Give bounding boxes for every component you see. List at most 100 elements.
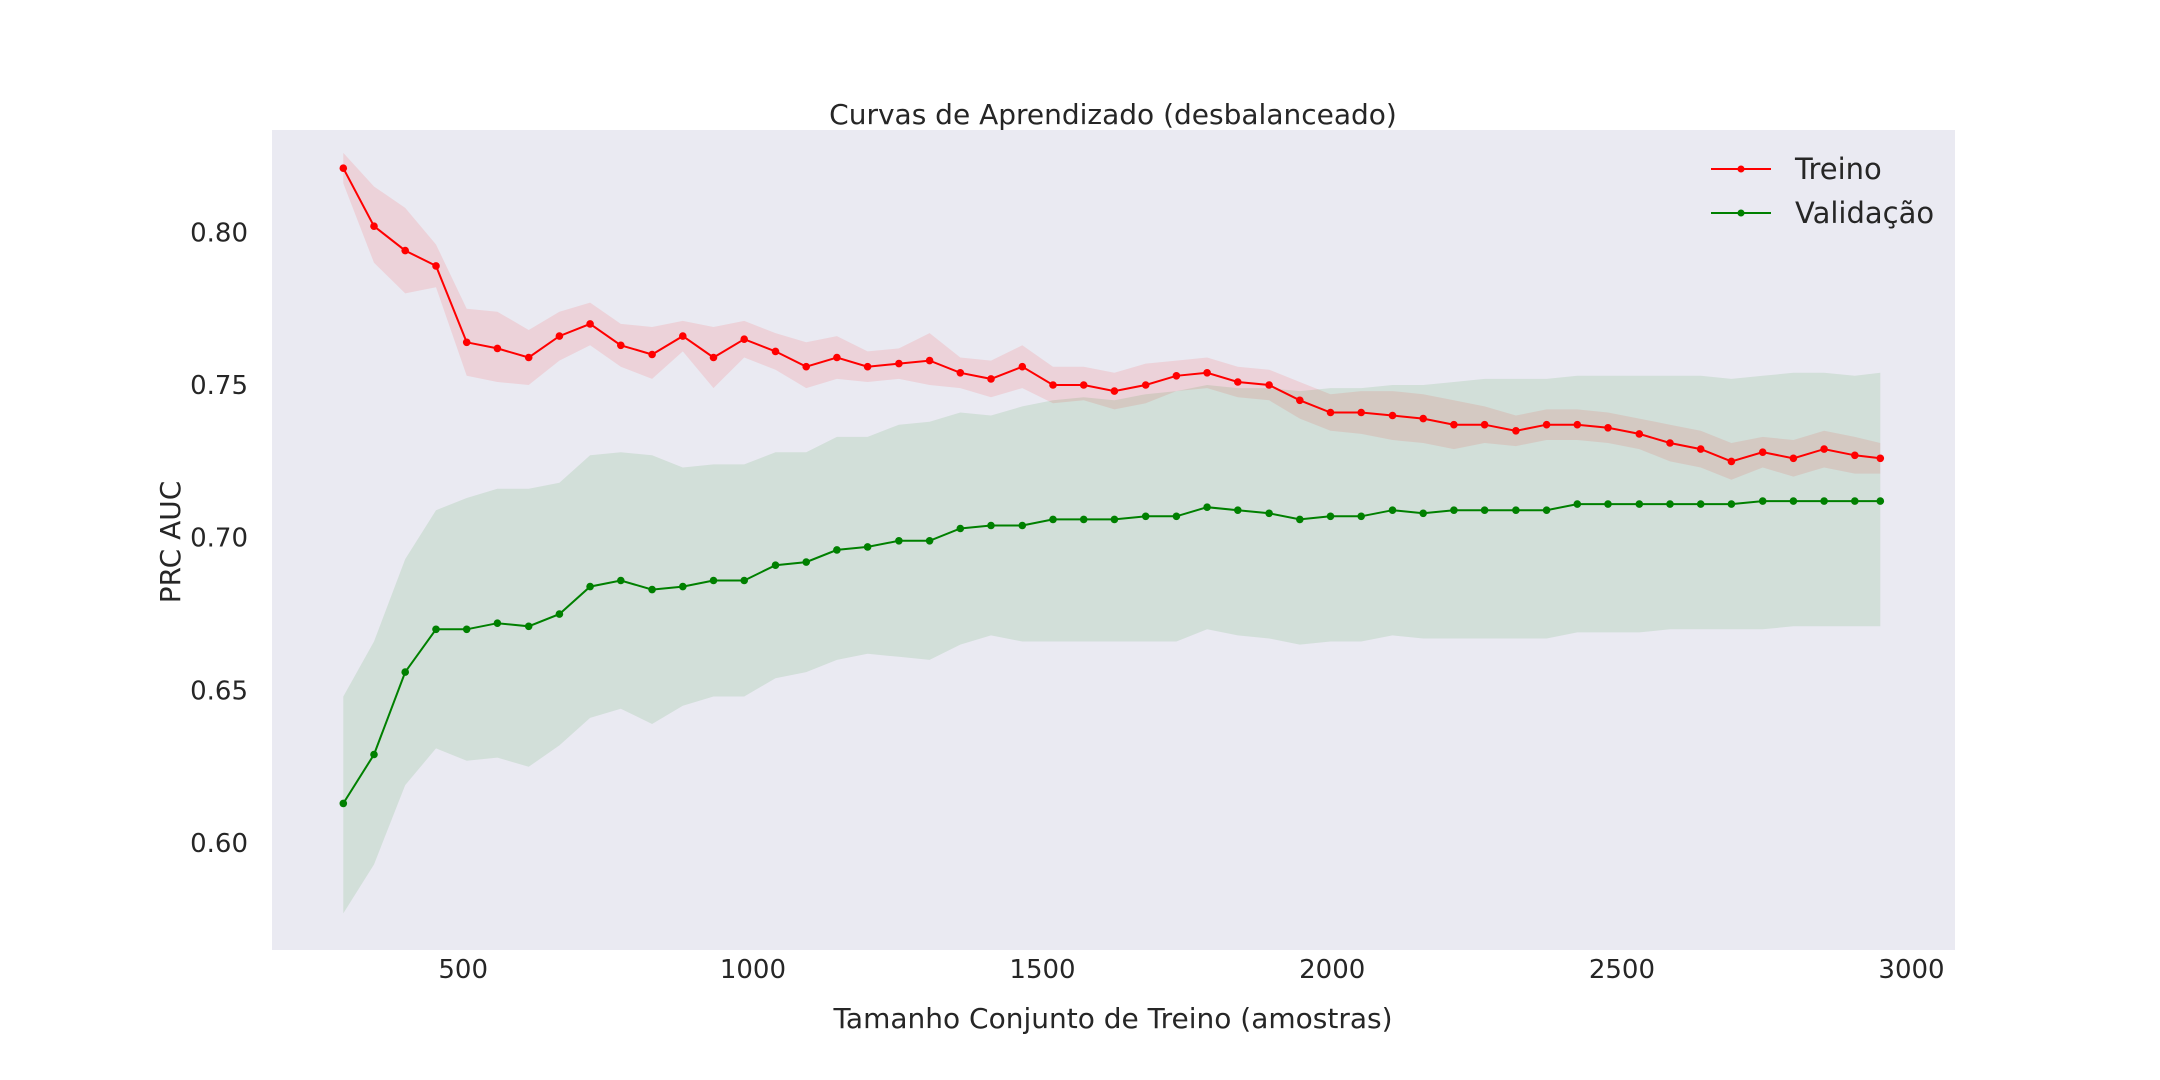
- point-validacao: [1480, 506, 1489, 514]
- point-treino: [524, 353, 533, 362]
- point-validacao: [1789, 497, 1798, 505]
- point-treino: [1542, 420, 1551, 429]
- x-tick-label: 3000: [1878, 955, 1944, 985]
- point-treino: [586, 320, 594, 328]
- point-validacao: [709, 576, 718, 585]
- point-validacao: [1604, 500, 1612, 508]
- x-tick-label: 2000: [1299, 955, 1365, 985]
- point-treino: [1727, 457, 1736, 466]
- series-points: [339, 164, 1885, 808]
- point-validacao: [1696, 500, 1705, 508]
- point-validacao: [432, 625, 440, 634]
- point-validacao: [771, 561, 780, 569]
- legend-label-treino: Treino: [1794, 152, 1882, 186]
- point-validacao: [1110, 515, 1119, 524]
- point-treino: [1049, 381, 1057, 389]
- point-validacao: [1542, 506, 1551, 514]
- x-tick-label: 1000: [720, 955, 786, 985]
- point-treino: [493, 344, 502, 353]
- point-validacao: [493, 619, 502, 627]
- x-tick-label: 1500: [1009, 955, 1075, 985]
- legend-item-validacao: Validação: [1711, 196, 1934, 230]
- y-tick-label: 0.80: [190, 218, 248, 248]
- point-treino: [709, 353, 718, 362]
- x-tick-label: 2500: [1589, 955, 1655, 985]
- point-treino: [1666, 439, 1674, 447]
- legend-marker-treino: [1737, 165, 1745, 173]
- point-treino: [1141, 381, 1150, 389]
- y-tick-label: 0.65: [190, 676, 248, 706]
- point-validacao: [1018, 521, 1027, 530]
- point-treino: [1079, 381, 1088, 389]
- point-validacao: [1419, 509, 1427, 518]
- point-treino: [863, 362, 872, 371]
- point-validacao: [1573, 500, 1582, 508]
- point-treino: [1357, 408, 1365, 417]
- point-treino: [1296, 396, 1304, 405]
- point-validacao: [1296, 515, 1304, 524]
- point-validacao: [1172, 512, 1181, 521]
- point-treino: [1696, 445, 1705, 453]
- point-validacao: [802, 558, 810, 566]
- point-treino: [771, 347, 780, 356]
- point-treino: [1110, 387, 1119, 395]
- point-treino: [1820, 445, 1828, 453]
- point-treino: [1018, 362, 1027, 371]
- point-treino: [1512, 427, 1520, 435]
- y-tick-label: 0.60: [190, 829, 248, 859]
- point-validacao: [1820, 497, 1828, 505]
- point-treino: [370, 222, 378, 230]
- legend: Treino Validação: [1711, 152, 1934, 230]
- point-validacao: [740, 576, 748, 585]
- point-treino: [740, 335, 748, 344]
- chart-title: Curvas de Aprendizado (desbalanceado): [829, 98, 1397, 131]
- point-validacao: [1234, 506, 1242, 514]
- y-tick-label: 0.75: [190, 371, 248, 401]
- point-treino: [1851, 451, 1859, 460]
- point-validacao: [1512, 506, 1520, 514]
- point-treino: [555, 332, 564, 340]
- point-validacao: [863, 543, 872, 551]
- point-validacao: [555, 610, 564, 618]
- point-treino: [617, 341, 625, 350]
- point-validacao: [648, 585, 656, 594]
- point-validacao: [1326, 512, 1335, 521]
- point-treino: [895, 359, 903, 368]
- y-tick-label: 0.70: [190, 524, 248, 554]
- point-treino: [1326, 408, 1335, 417]
- point-validacao: [833, 546, 841, 554]
- point-treino: [1635, 430, 1644, 438]
- point-treino: [1758, 448, 1767, 457]
- y-axis-ticks: 0.60 0.65 0.70 0.75 0.80: [190, 218, 248, 859]
- point-validacao: [1079, 515, 1088, 524]
- point-validacao: [895, 537, 903, 545]
- point-validacao: [1666, 500, 1674, 508]
- point-validacao: [956, 524, 965, 533]
- point-validacao: [586, 582, 594, 591]
- point-treino: [1234, 378, 1242, 386]
- point-treino: [1419, 414, 1427, 423]
- point-validacao: [617, 576, 625, 585]
- point-treino: [987, 375, 995, 383]
- point-treino: [1172, 372, 1181, 380]
- x-axis-ticks: 500 1000 1500 2000 2500 3000: [438, 955, 1944, 985]
- point-treino: [1480, 420, 1489, 429]
- plot-background: [272, 130, 1955, 950]
- legend-marker-validacao: [1737, 209, 1745, 217]
- point-treino: [1604, 424, 1612, 432]
- point-validacao: [1265, 509, 1273, 518]
- point-treino: [802, 362, 810, 371]
- point-treino: [679, 332, 687, 340]
- point-treino: [648, 350, 656, 359]
- point-validacao: [339, 799, 348, 808]
- point-treino: [462, 338, 471, 347]
- x-tick-label: 500: [438, 955, 488, 985]
- point-validacao: [1141, 512, 1150, 521]
- point-validacao: [1727, 500, 1736, 508]
- point-treino: [401, 246, 410, 255]
- point-validacao: [1876, 497, 1885, 505]
- point-validacao: [1635, 500, 1644, 508]
- point-validacao: [679, 582, 687, 591]
- point-validacao: [925, 537, 934, 545]
